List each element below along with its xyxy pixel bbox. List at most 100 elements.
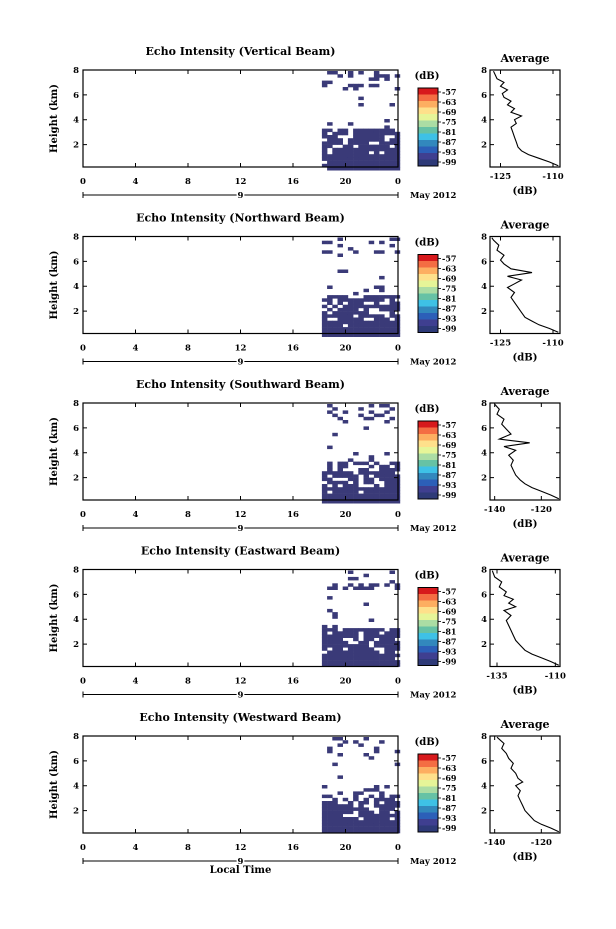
- heatmap-cell: [368, 820, 375, 824]
- heatmap-cell: [384, 471, 390, 475]
- heatmap-cell: [358, 823, 364, 827]
- heatmap-cell: [379, 653, 385, 658]
- heatmap-cell: [373, 135, 380, 139]
- heatmap-cell: [337, 128, 343, 133]
- colorbar-swatch: [418, 812, 438, 820]
- heatmap-cell: [347, 829, 354, 834]
- heatmap-cell: [389, 461, 395, 466]
- profile-x-tick-label: -120: [531, 838, 552, 848]
- heatmap-cell: [373, 797, 380, 802]
- heatmap-cell: [379, 330, 385, 334]
- heatmap-cell: [379, 663, 385, 667]
- heatmap-cell: [327, 323, 333, 328]
- heatmap-cell: [332, 413, 338, 418]
- heatmap-cell: [379, 637, 385, 642]
- heatmap-cell: [368, 330, 375, 334]
- heatmap-cell: [337, 330, 343, 334]
- colorbar-frame: [417, 254, 439, 333]
- heatmap-cell: [373, 250, 380, 254]
- y-tick-label: 8: [73, 66, 79, 76]
- y-tick-label: 8: [73, 732, 79, 742]
- x-tick-label: 8: [185, 843, 191, 853]
- heatmap-cell: [379, 794, 385, 799]
- heatmap-cell: [363, 634, 369, 638]
- colorbar-swatch: [418, 88, 438, 95]
- heatmap-cell: [332, 141, 338, 145]
- heatmap-cell: [358, 135, 364, 139]
- heatmap-cell: [368, 144, 375, 149]
- heatmap-cell: [342, 131, 349, 136]
- heatmap-cell: [358, 138, 364, 142]
- heatmap-cell: [342, 660, 349, 664]
- heatmap-cell: [342, 823, 349, 827]
- heatmap-cell: [384, 163, 390, 168]
- heatmap-cell: [363, 644, 369, 648]
- heatmap-cell: [353, 157, 359, 161]
- heatmap-cell: [337, 644, 343, 648]
- heatmap-cell: [321, 151, 328, 155]
- heatmap-cell: [337, 823, 343, 827]
- heatmap-cell: [368, 416, 375, 421]
- heatmap-cell: [384, 410, 390, 414]
- heatmap-cell: [358, 743, 364, 747]
- heatmap-cell: [379, 628, 385, 632]
- heatmap-cell: [373, 157, 380, 161]
- heatmap-cell: [347, 71, 354, 75]
- colorbar-tick-label: -75: [442, 117, 456, 127]
- heatmap-cell: [337, 243, 343, 248]
- heatmap-cell: [384, 307, 390, 312]
- heatmap-cell: [337, 138, 343, 142]
- heatmap-cell: [353, 650, 359, 654]
- panel-4: Echo Intensity (Westward Beam) 2 4 6 8 Height…: [49, 711, 561, 876]
- heatmap-cell: [337, 311, 343, 315]
- colorbar-frame: [417, 87, 439, 167]
- heatmap-cell: [327, 301, 333, 305]
- profile-line: [491, 570, 560, 666]
- colorbar-swatch: [418, 153, 438, 160]
- heatmap-cell: [353, 820, 359, 824]
- colorbar-swatch: [418, 613, 438, 621]
- heatmap-cell: [327, 807, 333, 811]
- colorbar-tick-label: -57: [442, 254, 456, 264]
- colorbar-swatch: [418, 773, 438, 781]
- heatmap-cell: [363, 650, 369, 654]
- panel-0: Echo Intensity (Vertical Beam) 2 4 6 8 Height…: [49, 45, 564, 203]
- heatmap-cell: [332, 810, 338, 815]
- heatmap-cell: [337, 775, 343, 779]
- heatmap-cell: [384, 829, 390, 834]
- heatmap-cell: [327, 464, 333, 469]
- colorbar-tick-label: -63: [442, 97, 457, 107]
- heatmap-cell: [342, 157, 349, 161]
- heatmap-cell: [332, 663, 338, 667]
- heatmap-cell: [389, 301, 395, 305]
- heatmap-cell: [342, 820, 349, 824]
- heatmap-cell: [368, 304, 375, 309]
- heatmap-cell: [384, 656, 390, 661]
- colorbar-tick-label: -69: [442, 440, 457, 450]
- heatmap-cell: [321, 477, 328, 482]
- chart-title: Echo Intensity (Northward Beam): [136, 212, 345, 225]
- heatmap-cell: [363, 663, 369, 667]
- heatmap-cell: [337, 141, 343, 145]
- heatmap-cell: [373, 77, 380, 81]
- heatmap-cell: [384, 810, 390, 815]
- y-tick-label: 2: [73, 307, 79, 317]
- heatmap-cell: [337, 157, 343, 161]
- heatmap-cell: [321, 804, 328, 808]
- heatmap-cell: [368, 333, 375, 337]
- heatmap-cell: [353, 307, 359, 312]
- heatmap-cell: [368, 83, 375, 88]
- heatmap-cell: [347, 583, 354, 587]
- heatmap-cell: [379, 141, 385, 145]
- colorbar-tick-label: -63: [442, 763, 457, 773]
- heatmap-cell: [368, 157, 375, 161]
- heatmap-cell: [327, 660, 333, 664]
- heatmap-cell: [332, 817, 338, 821]
- heatmap-cell: [379, 468, 385, 472]
- heatmap-cell: [353, 653, 359, 658]
- colorbar-swatch: [418, 799, 438, 807]
- heatmap-cell: [327, 496, 333, 501]
- heatmap-cell: [353, 154, 359, 158]
- heatmap-cell: [321, 637, 328, 642]
- heatmap-cell: [363, 810, 369, 815]
